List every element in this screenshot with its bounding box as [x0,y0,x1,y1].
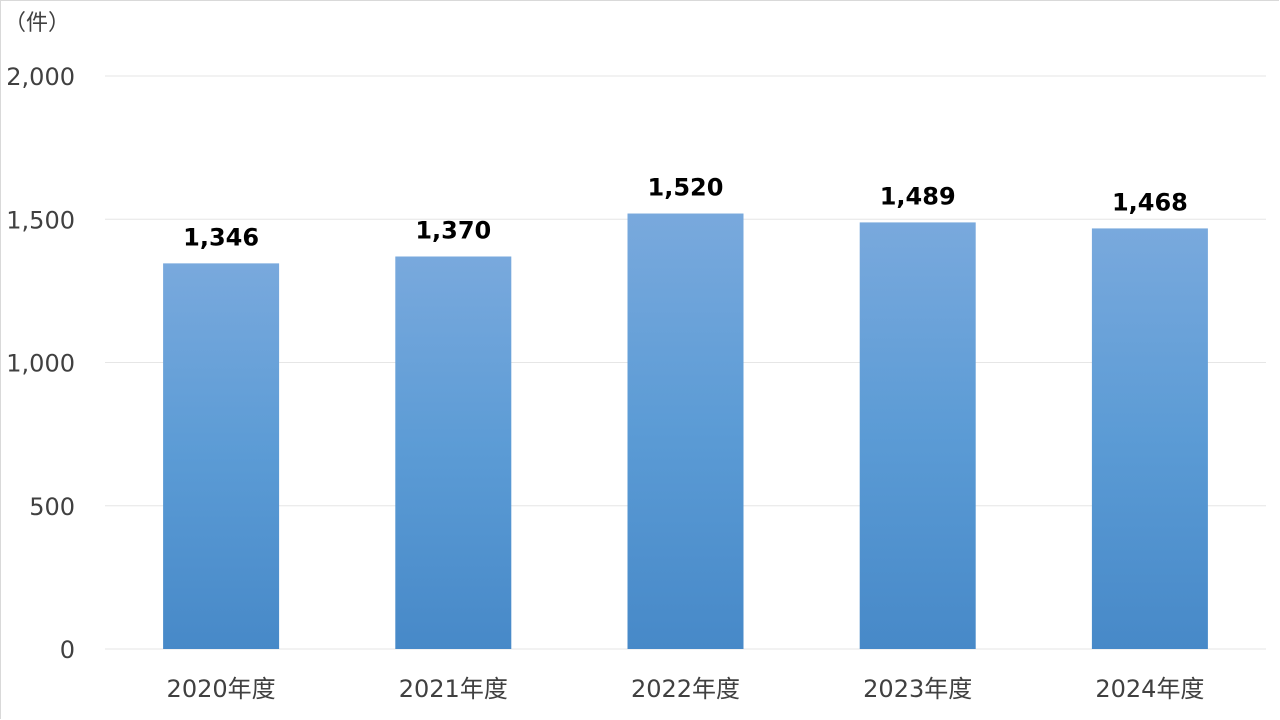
data-label: 1,468 [1112,188,1188,216]
data-label: 1,370 [415,216,491,244]
y-tick-label: 2,000 [6,63,75,91]
y-unit-label: （件） [4,11,70,36]
data-label: 1,520 [648,174,724,202]
y-tick-label: 1,500 [6,206,75,234]
x-tick-label: 2022年度 [631,675,740,703]
y-tick-label: 1,000 [6,350,75,378]
bar [395,256,512,649]
bar [1091,228,1208,649]
x-tick-label: 2024年度 [1095,675,1204,703]
y-tick-label: 500 [29,493,75,521]
data-label: 1,489 [880,182,956,210]
bar [163,263,280,649]
y-tick-label: 0 [60,636,75,664]
data-label: 1,346 [183,223,259,251]
x-tick-label: 2021年度 [399,675,508,703]
bar [859,222,976,650]
bar [627,213,744,649]
x-tick-label: 2020年度 [167,675,276,703]
x-tick-label: 2023年度 [863,675,972,703]
